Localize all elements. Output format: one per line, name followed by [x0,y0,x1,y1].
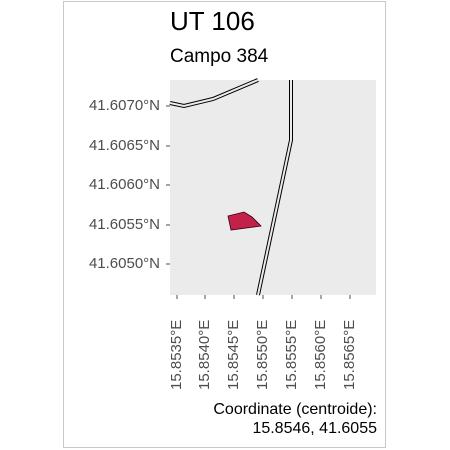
lon-tick-label: 15.8560°E [312,319,329,390]
lon-tick-label: 15.8555°E [283,319,300,390]
road-northwest [169,78,259,109]
centroid-caption: Coordinate (centroide): 15.8546, 41.6055 [213,400,377,438]
lat-tick-label: 41.6050°N [88,255,160,272]
centroid-caption-value: 15.8546, 41.6055 [252,420,377,437]
lon-tick-marks [176,295,351,299]
lon-tick-label: 15.8545°E [225,319,242,390]
lat-tick-label: 41.6065°N [88,137,160,154]
parcel-polygon [227,211,262,231]
road-north-south [256,80,293,296]
lon-tick-label: 15.8565°E [341,319,358,390]
lat-tick-marks [166,105,170,265]
lat-tick-label: 41.6055°N [88,216,160,233]
lat-tick-label: 41.6060°N [88,176,160,193]
map-title: UT 106 [170,6,255,36]
lon-tick-label: 15.8535°E [168,319,185,390]
lon-tick-label: 15.8550°E [254,319,271,390]
map-panel [170,80,376,295]
lon-tick-label: 15.8540°E [196,319,213,390]
centroid-caption-label: Coordinate (centroide): [213,401,377,418]
lat-tick-label: 41.6070°N [88,97,160,114]
map-subtitle: Campo 384 [170,46,269,67]
